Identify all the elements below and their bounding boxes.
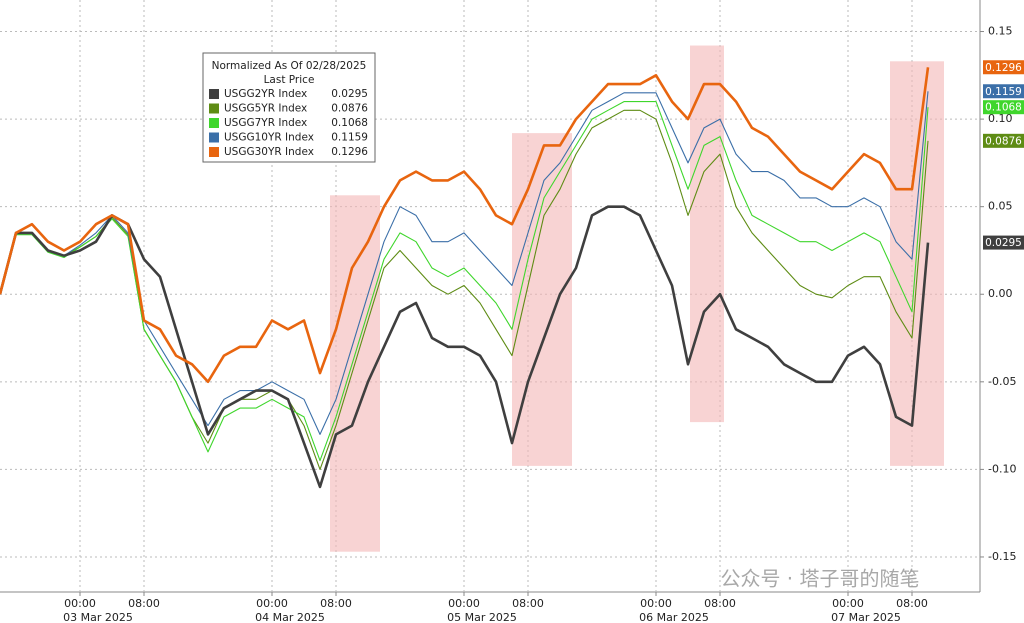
last-value-badge: [983, 235, 1024, 250]
legend-swatch: [209, 89, 219, 99]
legend-swatch: [209, 103, 219, 114]
x-tick-label: 08:00: [896, 597, 928, 610]
last-value-badge: [983, 133, 1024, 148]
legend-value: 0.1159: [331, 132, 368, 144]
watermark: 公众号 · 塔子哥的随笔: [720, 567, 919, 591]
legend-swatch: [209, 147, 219, 157]
last-value-badge: [983, 100, 1024, 115]
x-tick-label: 00:00: [256, 597, 288, 610]
x-tick-label: 00:00: [832, 597, 864, 610]
x-tick-label: 00:00: [640, 597, 672, 610]
legend-label: USGG5YR Index: [224, 103, 307, 115]
y-tick-label: 0.15: [988, 25, 1013, 38]
legend-value: 0.0876: [331, 103, 368, 115]
last-value-badge: [983, 84, 1024, 99]
date-label: 06 Mar 2025: [639, 611, 709, 623]
date-label: 03 Mar 2025: [63, 611, 133, 623]
series-line: [0, 101, 929, 462]
legend-swatch: [209, 132, 219, 143]
legend-value: 0.0295: [331, 88, 368, 100]
highlight-region: [690, 45, 724, 423]
y-tick-label: -0.15: [988, 550, 1016, 563]
last-value-label: 0.1159: [985, 86, 1022, 98]
last-value-badge: [983, 60, 1024, 75]
x-tick-label: 08:00: [128, 597, 160, 610]
y-tick-label: 0.00: [988, 287, 1013, 300]
legend-title: Normalized As Of 02/28/2025: [212, 60, 367, 72]
last-value-label: 0.1296: [985, 62, 1022, 74]
legend-value: 0.1296: [331, 146, 368, 158]
x-tick-label: 08:00: [320, 597, 352, 610]
x-tick-label: 08:00: [704, 597, 736, 610]
y-tick-label: 0.10: [988, 112, 1013, 125]
legend-label: USGG10YR Index: [224, 132, 314, 144]
highlight-region: [890, 61, 944, 466]
legend-value: 0.1068: [331, 117, 368, 129]
series-line: [0, 91, 929, 435]
last-value-label: 0.0295: [985, 237, 1022, 249]
y-tick-label: -0.05: [988, 375, 1016, 388]
series-line: [0, 67, 930, 384]
legend-subtitle: Last Price: [264, 74, 315, 86]
x-tick-label: 08:00: [512, 597, 544, 610]
last-value-label: 0.0876: [985, 135, 1022, 147]
legend-label: USGG7YR Index: [224, 117, 307, 129]
y-tick-label: -0.10: [988, 462, 1016, 475]
legend-box: [202, 52, 376, 163]
last-value-label: 0.1068: [985, 102, 1022, 114]
date-label: 05 Mar 2025: [447, 611, 517, 623]
legend: Normalized As Of 02/28/2025 Last Price USG…: [202, 52, 376, 163]
x-tick-label: 00:00: [448, 597, 480, 610]
legend-swatch: [209, 118, 219, 128]
legend-label: USGG2YR Index: [224, 88, 307, 100]
y-tick-label: 0.05: [988, 200, 1013, 213]
series-line: [0, 205, 930, 489]
x-tick-label: 00:00: [64, 597, 96, 610]
legend-label: USGG30YR Index: [224, 146, 314, 158]
date-label: 04 Mar 2025: [255, 611, 325, 623]
date-label: 07 Mar 2025: [831, 611, 901, 623]
